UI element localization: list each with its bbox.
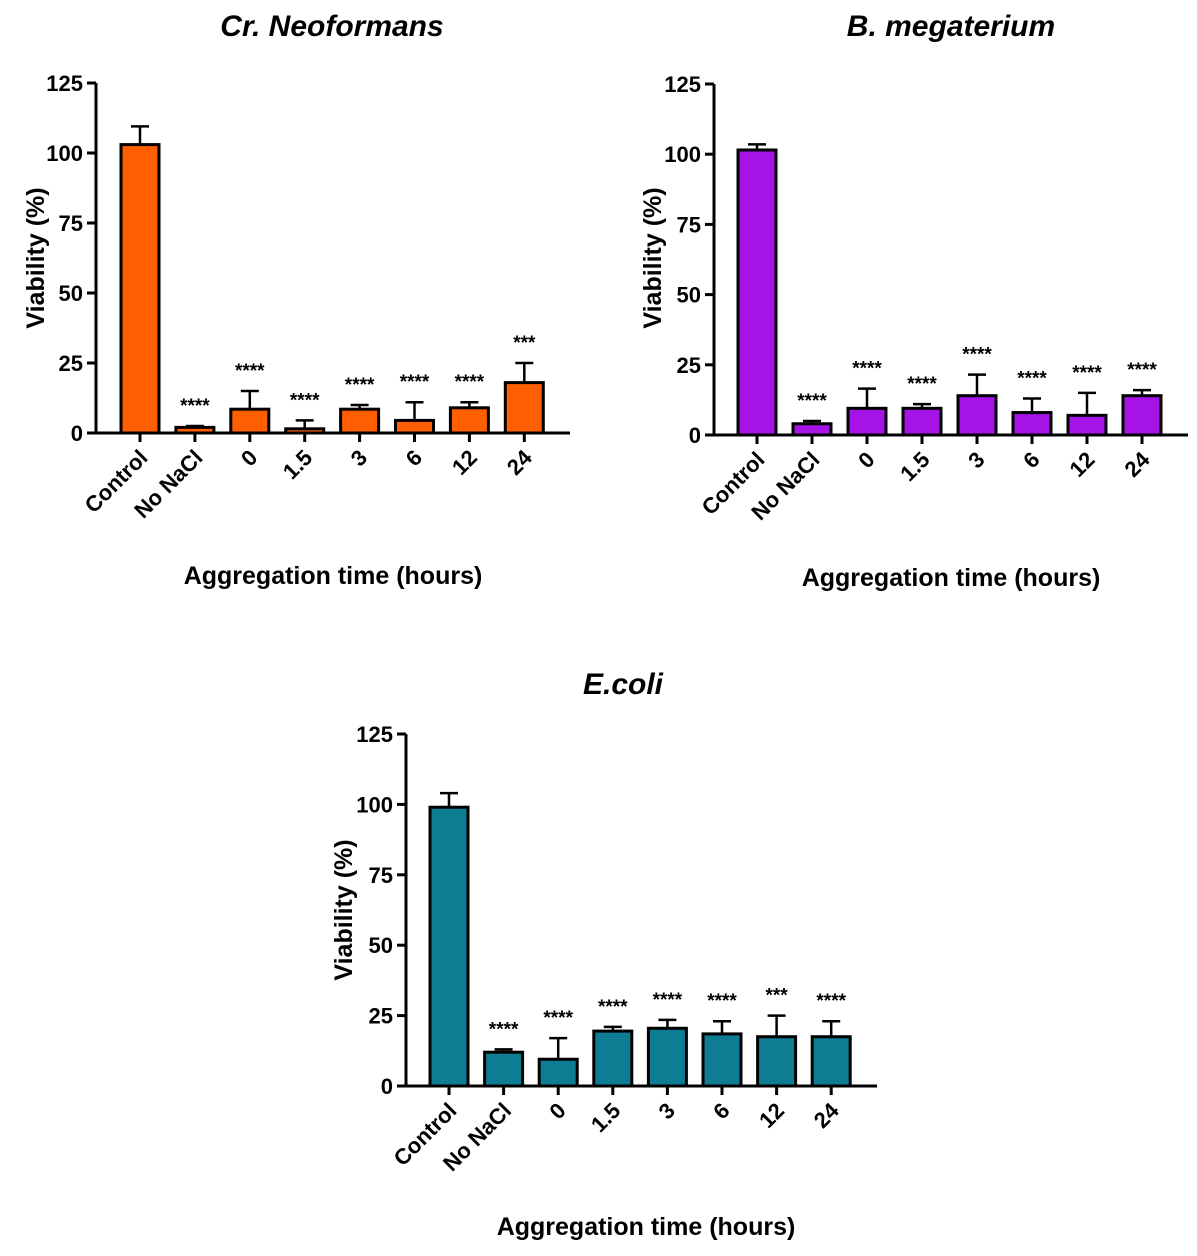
y-tick-label: 100	[356, 792, 393, 817]
y-tick-label: 75	[369, 863, 393, 888]
significance-label: ****	[797, 391, 827, 412]
y-axis-label: Viability (%)	[639, 187, 667, 328]
y-tick-label: 25	[369, 1004, 393, 1029]
y-tick-label: 125	[664, 72, 701, 97]
significance-label: ****	[598, 997, 628, 1018]
y-tick-label: 100	[664, 142, 701, 167]
bar-control	[736, 148, 778, 437]
significance-label: ****	[543, 1008, 573, 1029]
significance-label: ****	[290, 390, 320, 411]
significance-label: ****	[1017, 368, 1047, 389]
bar-24	[503, 381, 545, 435]
bar-control	[119, 143, 161, 435]
x-tick-label: 12	[1065, 447, 1100, 482]
x-axis-label: Aggregation time (hours)	[802, 564, 1101, 592]
y-tick-label: 75	[677, 212, 701, 237]
significance-label: ****	[852, 359, 882, 380]
significance-label: ****	[1072, 363, 1102, 384]
chart-title: B. megaterium	[847, 10, 1055, 43]
x-tick-label: 24	[502, 444, 538, 480]
bar-0	[846, 406, 888, 437]
significance-label: ****	[816, 991, 846, 1012]
bar-3	[339, 407, 381, 435]
y-axis-label: Viability (%)	[22, 187, 50, 328]
bar-6	[701, 1032, 743, 1088]
x-tick-label: 1.5	[586, 1098, 625, 1137]
significance-label: ****	[489, 1019, 519, 1040]
bar-12	[756, 1035, 798, 1088]
bar-12	[448, 406, 490, 435]
y-tick-label: 25	[59, 351, 83, 376]
x-tick-label: 12	[447, 445, 482, 480]
y-tick-label: 0	[71, 421, 83, 446]
x-tick-label: 3	[346, 445, 372, 471]
x-tick-label: 0	[236, 445, 262, 471]
y-axis-label: Viability (%)	[330, 839, 358, 980]
bar-0	[229, 407, 271, 435]
bar-1-5	[284, 427, 326, 435]
x-tick-label: 0	[544, 1098, 570, 1124]
y-tick-label: 0	[689, 423, 701, 448]
significance-label: ****	[707, 991, 737, 1012]
significance-label: ****	[455, 372, 485, 393]
significance-label: ****	[907, 374, 937, 395]
x-tick-label: 0	[853, 447, 879, 473]
significance-label: ****	[1127, 360, 1157, 381]
bar-3	[646, 1026, 688, 1088]
y-tick-label: 100	[46, 141, 83, 166]
x-tick-label: 6	[708, 1098, 734, 1124]
y-tick-label: 50	[369, 933, 393, 958]
chart-title: E.coli	[583, 668, 664, 701]
x-tick-label: 24	[1120, 446, 1156, 482]
x-tick-label: 1.5	[278, 445, 317, 484]
panel-b-megaterium: B. megaterium Viability (%) Aggregation …	[639, 10, 1188, 592]
bar-12	[1066, 413, 1108, 437]
significance-label: ****	[400, 372, 430, 393]
bar-1-5	[592, 1029, 634, 1088]
panel-cr-neoformans: Cr. Neoformans Viability (%) Aggregation…	[22, 10, 570, 590]
significance-label: ****	[962, 345, 992, 366]
y-tick-label: 50	[677, 283, 701, 308]
chart-title: Cr. Neoformans	[220, 10, 443, 43]
bar-0	[537, 1057, 579, 1088]
x-tick-label: 6	[401, 445, 427, 471]
significance-label: ***	[513, 333, 536, 354]
x-axis-label: Aggregation time (hours)	[184, 562, 483, 590]
y-tick-label: 75	[59, 211, 83, 236]
bar-24	[1121, 394, 1163, 437]
bar-6	[1011, 411, 1053, 437]
significance-label: ****	[653, 990, 683, 1011]
x-tick-label: 3	[963, 447, 989, 473]
bar-3	[956, 394, 998, 437]
y-tick-label: 25	[677, 353, 701, 378]
bar-24	[810, 1035, 852, 1088]
panel-e-coli: E.coli Viability (%) Aggregation time (h…	[330, 668, 877, 1241]
y-tick-label: 50	[59, 281, 83, 306]
significance-label: ****	[345, 375, 375, 396]
bar-no-nacl	[791, 422, 833, 437]
significance-label: ****	[180, 396, 210, 417]
y-tick-label: 125	[46, 71, 83, 96]
bar-no-nacl	[483, 1050, 525, 1088]
y-tick-label: 0	[381, 1074, 393, 1099]
x-tick-label: 6	[1018, 447, 1044, 473]
x-tick-label: 3	[654, 1098, 680, 1124]
y-tick-label: 125	[356, 722, 393, 747]
bar-no-nacl	[174, 425, 216, 435]
bar-control	[428, 805, 470, 1088]
bar-6	[394, 418, 435, 435]
bar-1-5	[901, 406, 943, 437]
x-tick-label: 12	[754, 1098, 789, 1133]
x-tick-label: 1.5	[895, 447, 934, 486]
x-axis-label: Aggregation time (hours)	[497, 1213, 796, 1241]
x-tick-label: 24	[809, 1097, 845, 1133]
significance-label: ****	[235, 361, 265, 382]
significance-label: ***	[766, 986, 789, 1007]
